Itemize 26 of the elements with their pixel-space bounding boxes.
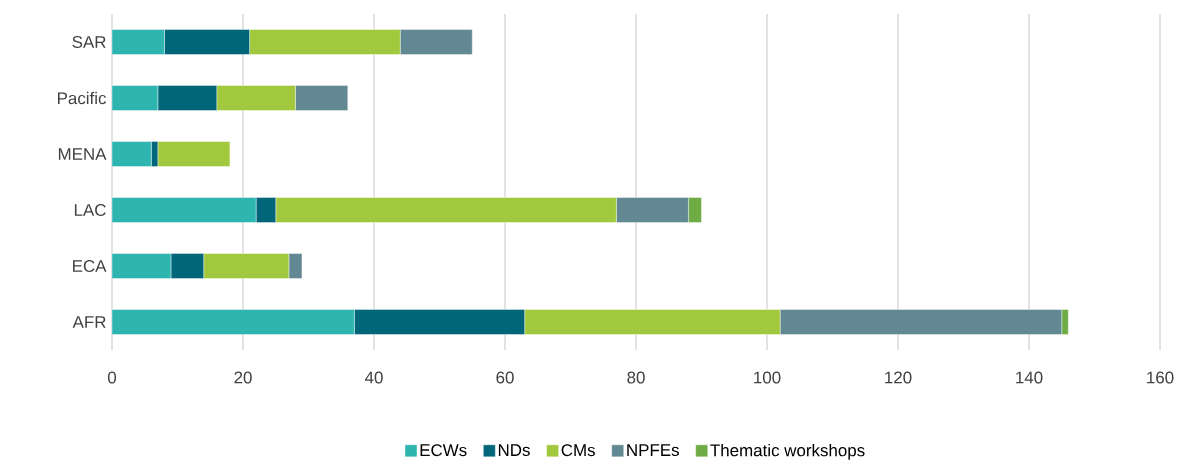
legend-label: NPFEs xyxy=(627,444,679,457)
bar xyxy=(112,309,355,335)
y-tick-label: LAC xyxy=(74,204,106,217)
legend-label: NDs xyxy=(498,444,530,457)
y-tick-label: ECA xyxy=(73,260,107,273)
x-tick-label: 40 xyxy=(364,371,383,384)
bar xyxy=(112,253,172,279)
legend-label: ECWs xyxy=(420,444,467,457)
bar xyxy=(112,197,257,223)
legend-label: Thematic workshops xyxy=(710,443,865,460)
bar xyxy=(112,29,165,55)
y-tick-label: MENA xyxy=(58,148,107,160)
x-tick-label: 140 xyxy=(1016,371,1043,384)
x-tick-label: 120 xyxy=(885,371,912,384)
x-tick-label: 60 xyxy=(496,371,514,384)
x-tick-label: 160 xyxy=(1147,371,1174,384)
bar xyxy=(112,85,159,111)
x-tick-label: 0 xyxy=(107,371,117,384)
x-tick-label: 80 xyxy=(627,371,645,384)
y-tick-label: SAR xyxy=(72,36,106,49)
x-tick-label: 100 xyxy=(754,371,781,384)
legend-label: CMs xyxy=(561,444,595,457)
bar xyxy=(112,141,152,167)
x-tick-label: 20 xyxy=(234,371,252,384)
y-tick-label: AFR xyxy=(72,316,106,328)
y-tick-label: Pacific xyxy=(57,91,107,105)
